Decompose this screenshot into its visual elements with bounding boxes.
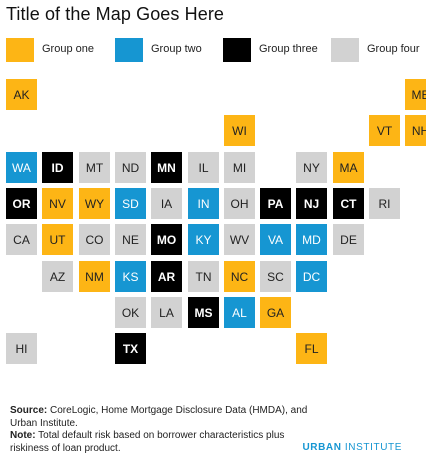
legend-swatch-group-four: [331, 38, 359, 62]
legend-label-group-one: Group one: [42, 43, 94, 55]
state-tile-pa: PA: [260, 188, 291, 219]
legend: Group one Group two Group three Group fo…: [6, 38, 426, 62]
state-tile-id: ID: [42, 152, 73, 183]
state-tile-ca: CA: [6, 224, 37, 255]
state-tile-tn: TN: [188, 261, 219, 292]
state-tile-al: AL: [224, 297, 255, 328]
state-tile-ms: MS: [188, 297, 219, 328]
state-tile-mt: MT: [79, 152, 110, 183]
state-tile-vt: VT: [369, 115, 400, 146]
state-tile-az: AZ: [42, 261, 73, 292]
brand-part-institute: INSTITUTE: [341, 442, 402, 453]
urban-institute-logo: URBAN INSTITUTE: [302, 442, 402, 453]
state-tile-wi: WI: [224, 115, 255, 146]
state-tile-nm: NM: [79, 261, 110, 292]
state-tile-ri: RI: [369, 188, 400, 219]
state-tile-nd: ND: [115, 152, 146, 183]
brand-part-urban: URBAN: [302, 442, 342, 453]
state-tile-ky: KY: [188, 224, 219, 255]
state-tile-de: DE: [333, 224, 364, 255]
state-tile-ia: IA: [151, 188, 182, 219]
state-tile-mn: MN: [151, 152, 182, 183]
state-tile-hi: HI: [6, 333, 37, 364]
state-tile-ok: OK: [115, 297, 146, 328]
note-label: Note:: [10, 430, 36, 441]
state-tile-oh: OH: [224, 188, 255, 219]
state-tile-ar: AR: [151, 261, 182, 292]
state-tile-me: ME: [405, 79, 426, 110]
state-tile-va: VA: [260, 224, 291, 255]
state-tile-mi: MI: [224, 152, 255, 183]
state-tile-dc: DC: [296, 261, 327, 292]
state-tile-md: MD: [296, 224, 327, 255]
state-tile-fl: FL: [296, 333, 327, 364]
legend-swatch-group-three: [223, 38, 251, 62]
state-tile-ga: GA: [260, 297, 291, 328]
state-tile-nh: NH: [405, 115, 426, 146]
state-tile-wv: WV: [224, 224, 255, 255]
state-tile-la: LA: [151, 297, 182, 328]
state-tile-nj: NJ: [296, 188, 327, 219]
legend-swatch-group-two: [115, 38, 143, 62]
legend-label-group-four: Group four: [367, 43, 420, 55]
state-tile-ak: AK: [6, 79, 37, 110]
state-tile-ny: NY: [296, 152, 327, 183]
state-tile-ks: KS: [115, 261, 146, 292]
state-tile-ct: CT: [333, 188, 364, 219]
state-tile-or: OR: [6, 188, 37, 219]
note-text: Total default risk based on borrower cha…: [10, 430, 285, 454]
state-tile-wy: WY: [79, 188, 110, 219]
state-tile-tx: TX: [115, 333, 146, 364]
tile-grid-map: AK ME WI VT NH WA ID MT ND MN IL MI NY MA OR NV WY SD IA IN…: [6, 79, 426, 364]
legend-label-group-three: Group three: [259, 43, 318, 55]
state-tile-ne: NE: [115, 224, 146, 255]
state-tile-co: CO: [79, 224, 110, 255]
legend-swatch-group-one: [6, 38, 34, 62]
state-tile-nc: NC: [224, 261, 255, 292]
source-label: Source:: [10, 405, 48, 416]
source-note: Source: CoreLogic, Home Mortgage Disclos…: [10, 405, 310, 455]
state-tile-mo: MO: [151, 224, 182, 255]
legend-label-group-two: Group two: [151, 43, 202, 55]
state-tile-sd: SD: [115, 188, 146, 219]
state-tile-ma: MA: [333, 152, 364, 183]
state-tile-nv: NV: [42, 188, 73, 219]
state-tile-ut: UT: [42, 224, 73, 255]
state-tile-sc: SC: [260, 261, 291, 292]
state-tile-il: IL: [188, 152, 219, 183]
state-tile-in: IN: [188, 188, 219, 219]
map-title: Title of the Map Goes Here: [6, 4, 225, 24]
source-text: CoreLogic, Home Mortgage Disclosure Data…: [10, 405, 308, 429]
state-tile-wa: WA: [6, 152, 37, 183]
